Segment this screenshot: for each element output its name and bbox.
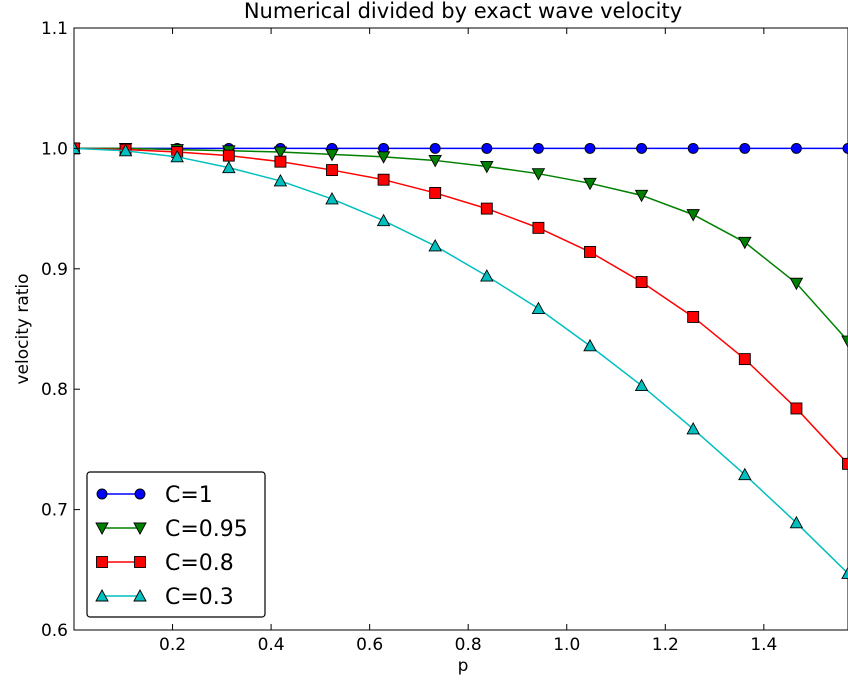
chart-title: Numerical divided by exact wave velocity <box>244 0 682 23</box>
data-point <box>222 160 236 174</box>
data-point <box>687 311 700 323</box>
data-point <box>376 213 391 227</box>
data-point <box>635 276 648 288</box>
y-tick-label: 1.0 <box>41 139 68 159</box>
data-point <box>687 142 699 154</box>
legend-marker <box>95 522 109 535</box>
y-tick-label: 0.9 <box>41 260 68 280</box>
legend-marker <box>95 589 109 602</box>
data-point <box>481 142 493 154</box>
data-point <box>531 301 546 314</box>
data-point <box>790 402 803 415</box>
data-point <box>480 202 493 215</box>
data-point <box>584 245 596 258</box>
data-point <box>686 209 700 222</box>
legend-box <box>86 471 266 618</box>
x-tick-label: 0.2 <box>159 635 186 655</box>
series-line <box>74 147 848 574</box>
data-point <box>531 168 546 181</box>
data-point <box>532 142 544 154</box>
legend-entry: C=0.3 <box>95 585 234 610</box>
data-point <box>634 189 649 203</box>
x-tick-label: 1.0 <box>553 635 580 655</box>
data-point <box>841 335 848 348</box>
legend-label: C=1 <box>165 483 213 508</box>
x-tick-label: 0.6 <box>356 635 383 655</box>
legend-label: C=0.8 <box>165 551 234 576</box>
data-point <box>428 154 442 168</box>
data-point <box>480 269 494 282</box>
data-point <box>686 421 700 435</box>
y-axis-label: velocity ratio <box>13 273 33 384</box>
legend-label: C=0.95 <box>165 517 248 542</box>
data-point <box>532 221 545 234</box>
legend-marker <box>133 589 147 602</box>
data-point <box>583 177 597 191</box>
data-point <box>326 164 338 177</box>
data-point <box>842 457 848 470</box>
legend-entry: C=0.95 <box>95 517 248 542</box>
data-point <box>118 143 133 157</box>
data-point <box>636 142 648 154</box>
data-point <box>738 236 752 250</box>
data-point <box>738 467 752 481</box>
x-tick-label: 0.8 <box>455 635 482 655</box>
data-point <box>273 173 288 187</box>
y-tick-label: 0.6 <box>41 621 68 641</box>
data-point <box>584 142 596 154</box>
data-point <box>429 142 441 154</box>
x-tick-label: 1.4 <box>750 635 777 655</box>
data-point <box>480 161 494 174</box>
legend-marker <box>134 556 146 568</box>
axis-ticks: 0.2 0.4 0.6 0.8 1.0 1.2 1.4 0.6 0.7 0.8 0.9 1.0 1.1 <box>41 19 777 655</box>
legend-entry: C=1 <box>96 483 213 508</box>
x-tick-label: 0.4 <box>258 635 285 655</box>
x-axis-label: p <box>458 656 469 676</box>
legend: C=1 C=0.95 C=0.8 C=0.3 <box>86 471 266 618</box>
data-point <box>325 192 339 205</box>
y-tick-label: 1.1 <box>41 19 68 39</box>
series-line <box>74 147 848 465</box>
data-point <box>273 146 288 159</box>
data-point <box>170 149 184 163</box>
legend-marker <box>96 488 108 500</box>
series-3 <box>74 142 848 470</box>
legend-marker <box>96 556 108 568</box>
y-tick-label: 0.7 <box>41 501 68 521</box>
y-tick-label: 0.8 <box>41 380 68 400</box>
data-point <box>789 515 804 529</box>
data-point <box>428 238 442 252</box>
legend-label: C=0.3 <box>165 585 234 610</box>
data-point <box>739 142 751 154</box>
series-group <box>74 141 848 579</box>
data-point <box>738 353 751 366</box>
series-line <box>74 147 848 342</box>
data-point <box>376 151 391 164</box>
legend-marker <box>134 488 146 500</box>
data-point <box>583 338 597 352</box>
data-point <box>274 155 287 168</box>
data-point <box>842 142 848 154</box>
data-point <box>790 142 802 154</box>
legend-marker <box>133 522 147 535</box>
data-point <box>841 566 848 579</box>
data-point <box>222 149 235 162</box>
data-point <box>789 277 804 291</box>
series-4 <box>74 141 848 579</box>
data-point <box>634 378 649 392</box>
x-tick-label: 1.2 <box>652 635 679 655</box>
legend-entry: C=0.8 <box>96 551 234 576</box>
data-point <box>377 173 390 186</box>
data-point <box>325 148 339 162</box>
data-point <box>429 186 442 199</box>
